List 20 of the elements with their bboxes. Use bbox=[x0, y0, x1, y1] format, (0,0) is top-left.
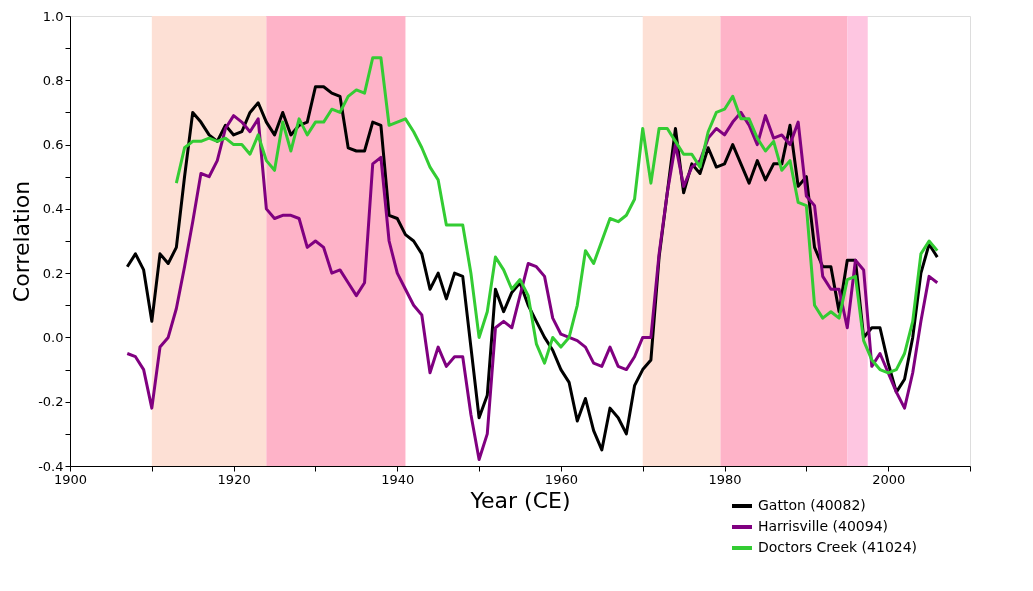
x-tick-label: 1940 bbox=[381, 471, 415, 487]
y-tick-label: 1.0 bbox=[42, 8, 64, 24]
line-series bbox=[174, 56, 939, 375]
y-tick-label: 0.2 bbox=[42, 265, 64, 281]
y-tick-label: 0.6 bbox=[42, 137, 64, 153]
y-tick-label: -0.2 bbox=[38, 394, 64, 410]
legend-label: Harrisville (40094) bbox=[758, 518, 889, 534]
y-axis-title: Correlation bbox=[9, 180, 35, 303]
y-tick-label: -0.4 bbox=[38, 458, 64, 474]
x-tick-label: 1900 bbox=[53, 471, 88, 487]
x-tick-label: 2000 bbox=[872, 471, 906, 487]
x-axis-title: Year (CE) bbox=[469, 487, 571, 513]
y-tick-label: 0.0 bbox=[42, 329, 64, 345]
x-tick-label: 1980 bbox=[708, 471, 742, 487]
legend-label: Doctors Creek (41024) bbox=[758, 539, 918, 555]
x-tick-label: 1960 bbox=[544, 471, 578, 487]
y-tick-label: 0.8 bbox=[42, 72, 64, 88]
x-tick-label: 1920 bbox=[217, 471, 251, 487]
y-tick-label: 0.4 bbox=[42, 201, 64, 217]
legend-label: Gatton (40082) bbox=[758, 497, 866, 513]
